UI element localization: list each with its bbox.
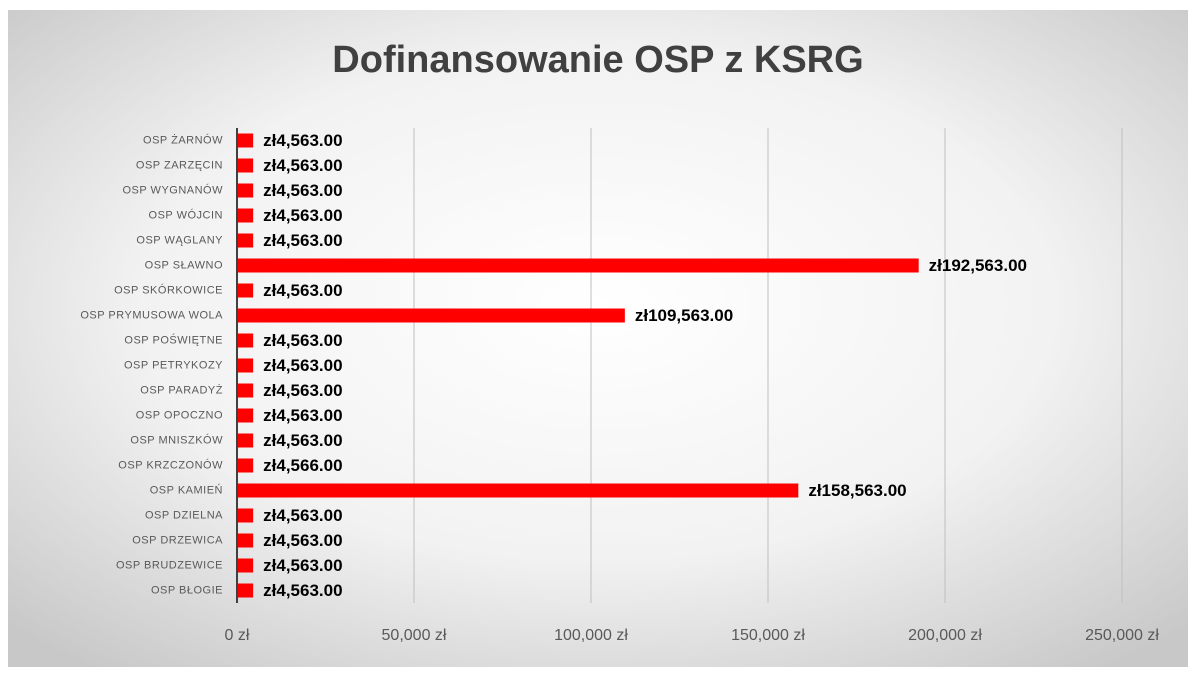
- y-tick-label: OSP DZIELNA: [145, 509, 223, 521]
- y-tick-label: OSP OPOCZNO: [136, 409, 223, 421]
- value-label: zł4,563.00: [263, 206, 342, 225]
- x-tick-label: 50,000 zł: [382, 627, 447, 644]
- y-tick-label: OSP MNISZKÓW: [130, 433, 223, 446]
- value-label: zł4,563.00: [263, 506, 342, 525]
- y-tick-label: OSP PARADYŻ: [140, 383, 223, 396]
- x-tick-label: 100,000 zł: [554, 627, 628, 644]
- value-label: zł4,563.00: [263, 281, 342, 300]
- y-tick-label: OSP POŚWIĘTNE: [124, 333, 223, 346]
- bar: [237, 583, 254, 598]
- value-label: zł4,563.00: [263, 331, 342, 350]
- bar: [237, 183, 254, 198]
- value-label: zł4,563.00: [263, 131, 342, 150]
- x-tick-label: 0 zł: [225, 627, 250, 644]
- bar: [237, 383, 254, 398]
- y-tick-label: OSP ŻARNÓW: [143, 133, 223, 146]
- bar: [237, 458, 254, 473]
- y-tick-label: OSP PRYMUSOWA WOLA: [80, 309, 223, 321]
- chart-background: [8, 10, 1188, 667]
- y-tick-label: OSP PETRYKOZY: [124, 359, 223, 371]
- value-label: zł4,563.00: [263, 531, 342, 550]
- bar: [237, 258, 919, 273]
- value-label: zł4,563.00: [263, 581, 342, 600]
- bar: [237, 433, 254, 448]
- bar: [237, 208, 254, 223]
- bar: [237, 408, 254, 423]
- bar: [237, 358, 254, 373]
- y-tick-label: OSP SŁAWNO: [145, 259, 223, 271]
- bar: [237, 333, 254, 348]
- value-label: zł4,563.00: [263, 156, 342, 175]
- bar: [237, 158, 254, 173]
- value-label: zł192,563.00: [929, 256, 1027, 275]
- y-tick-label: OSP SKÓRKOWICE: [114, 283, 223, 296]
- value-label: zł4,563.00: [263, 231, 342, 250]
- y-tick-label: OSP KRZCZONÓW: [118, 458, 223, 471]
- y-tick-label: OSP WÓJCIN: [149, 208, 223, 221]
- value-label: zł4,563.00: [263, 381, 342, 400]
- y-tick-label: OSP BRUDZEWICE: [116, 559, 223, 571]
- value-label: zł4,563.00: [263, 356, 342, 375]
- bar: [237, 508, 254, 523]
- bar: [237, 233, 254, 248]
- y-tick-label: OSP ZARZĘCIN: [136, 159, 223, 171]
- bar: [237, 133, 254, 148]
- y-tick-label: OSP WĄGLANY: [136, 234, 223, 246]
- value-label: zł4,563.00: [263, 431, 342, 450]
- x-tick-label: 150,000 zł: [731, 627, 805, 644]
- bar: [237, 308, 625, 323]
- x-tick-label: 200,000 zł: [908, 627, 982, 644]
- y-tick-label: OSP KAMIEŃ: [150, 483, 223, 496]
- y-tick-label: OSP WYGNANÓW: [122, 183, 223, 196]
- value-label: zł4,566.00: [263, 456, 342, 475]
- value-label: zł158,563.00: [808, 481, 906, 500]
- bar: [237, 483, 799, 498]
- bar: [237, 533, 254, 548]
- value-label: zł4,563.00: [263, 556, 342, 575]
- value-label: zł109,563.00: [635, 306, 733, 325]
- bar: [237, 558, 254, 573]
- value-label: zł4,563.00: [263, 181, 342, 200]
- x-tick-label: 250,000 zł: [1085, 627, 1159, 644]
- value-label: zł4,563.00: [263, 406, 342, 425]
- chart-title: Dofinansowanie OSP z KSRG: [332, 39, 863, 81]
- y-tick-label: OSP DRZEWICA: [132, 534, 223, 546]
- bar: [237, 283, 254, 298]
- y-tick-label: OSP BŁOGIE: [151, 584, 223, 596]
